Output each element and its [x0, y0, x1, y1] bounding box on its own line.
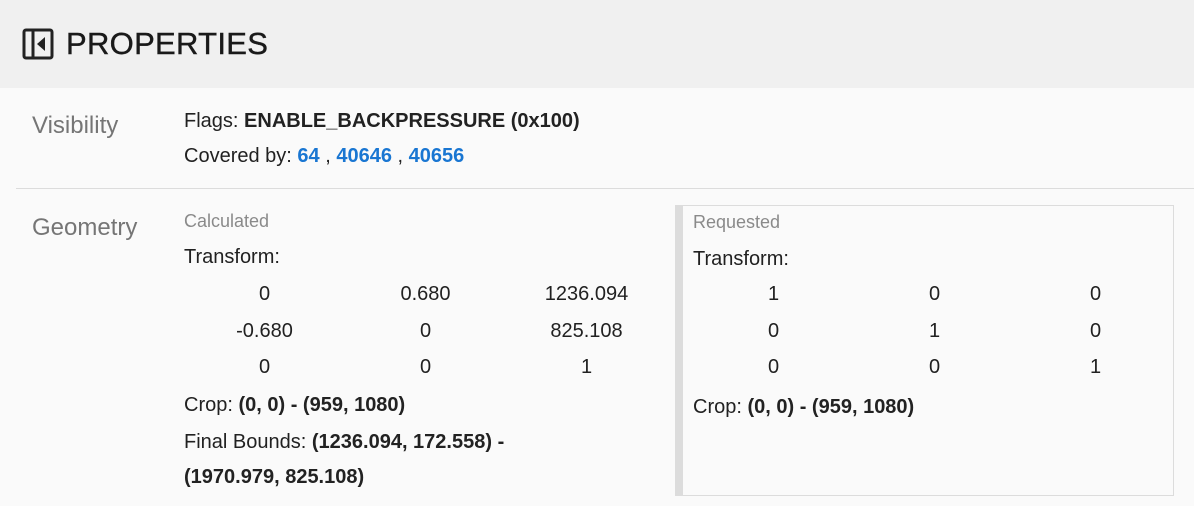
covered-by-link[interactable]: 64 [297, 145, 320, 167]
covered-by-link[interactable]: 40656 [408, 145, 465, 167]
matrix-cell: 1 [1089, 356, 1102, 378]
crop-value: (0, 0) - (959, 1080) [238, 394, 406, 416]
matrix-cell: 0 [767, 356, 780, 378]
requested-title: Requested [693, 212, 781, 232]
crop-label: Crop: [184, 394, 233, 416]
calculated-transform-label: Transform: [184, 246, 280, 268]
covered-by-link[interactable]: 40646 [336, 145, 392, 167]
collapse-panel-icon[interactable] [22, 28, 54, 60]
flags-value: ENABLE_BACKPRESSURE (0x100) [244, 110, 580, 132]
matrix-cell: 0 [1089, 319, 1102, 342]
matrix-cell: 1 [580, 356, 593, 378]
calculated-transform-matrix: 0 0.680 1236.094 -0.680 0 825.108 0 0 1 [184, 276, 667, 386]
covered-by-label: Covered by: [184, 145, 292, 167]
matrix-cell: 0 [258, 283, 271, 305]
final-bounds: Final Bounds: (1236.094, 172.558) - [184, 430, 504, 454]
matrix-cell: 0 [767, 319, 780, 342]
matrix-cell: 0.680 [400, 283, 451, 305]
calculated-crop: Crop: (0, 0) - (959, 1080) [184, 393, 405, 417]
matrix-cell: 1236.094 [544, 283, 629, 305]
separator: , [325, 145, 331, 167]
panel-title: PROPERTIES [66, 26, 269, 61]
requested-panel [675, 205, 1174, 496]
matrix-cell: 825.108 [550, 319, 623, 342]
properties-header: PROPERTIES [0, 0, 1194, 88]
section-divider [16, 188, 1194, 189]
flags-label: Flags: [184, 110, 239, 132]
geometry-label: Geometry [32, 214, 138, 241]
separator: , [397, 145, 404, 167]
matrix-cell: 0 [1089, 283, 1102, 305]
matrix-cell: 0 [419, 319, 432, 342]
crop-label: Crop: [693, 396, 742, 418]
matrix-cell: -0.680 [236, 319, 293, 342]
visibility-label: Visibility [32, 112, 119, 139]
requested-transform-matrix: 1 0 0 0 1 0 0 0 1 [693, 276, 1176, 386]
final-bounds-value: (1236.094, 172.558) - [311, 431, 505, 453]
final-bounds-value-cont: (1970.979, 825.108) [184, 466, 365, 488]
final-bounds-label: Final Bounds: [184, 431, 307, 453]
covered-by-line: Covered by: 64 , 40646 , 40656 [184, 144, 464, 168]
flags-line: Flags: ENABLE_BACKPRESSURE (0x100) [184, 109, 580, 133]
calculated-title: Calculated [184, 211, 270, 231]
requested-crop: Crop: (0, 0) - (959, 1080) [693, 395, 914, 419]
matrix-cell: 1 [928, 319, 941, 342]
matrix-cell: 0 [928, 283, 941, 305]
matrix-cell: 1 [767, 283, 780, 305]
requested-transform-label: Transform: [693, 248, 789, 270]
matrix-cell: 0 [419, 356, 432, 378]
crop-value: (0, 0) - (959, 1080) [747, 396, 915, 418]
matrix-cell: 0 [928, 356, 941, 378]
matrix-cell: 0 [258, 356, 271, 378]
